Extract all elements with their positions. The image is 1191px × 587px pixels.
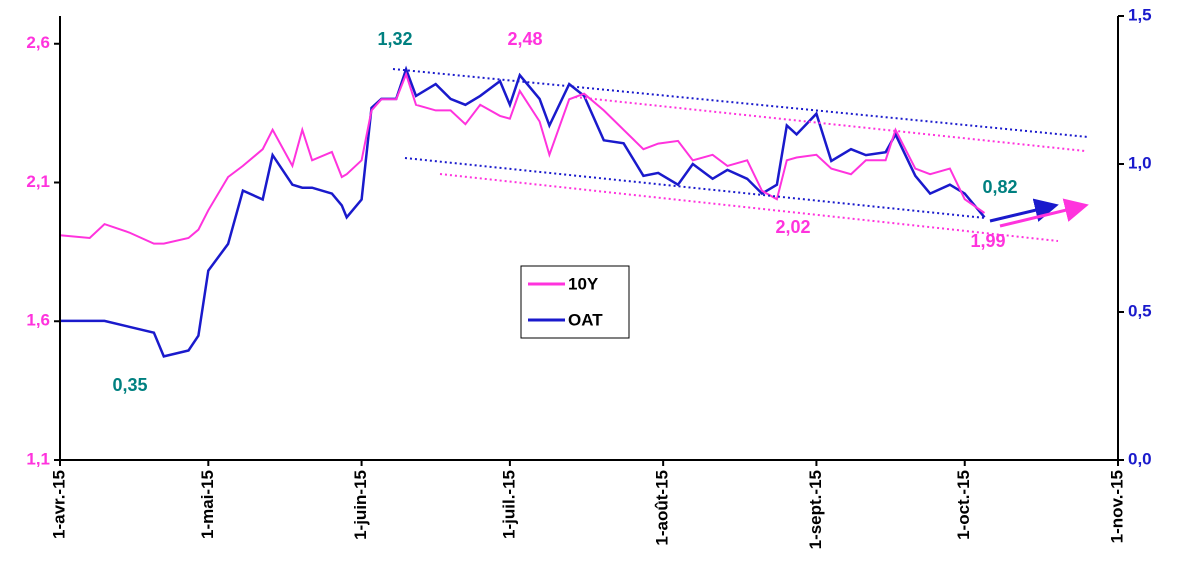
y2-tick-label: 0,0 (1128, 449, 1152, 468)
x-tick-label: 1-avr.-15 (49, 470, 68, 539)
legend-label: OAT (568, 310, 603, 329)
arrow (989, 198, 1059, 223)
x-tick-label: 1-sept.-15 (806, 470, 825, 549)
y-tick-label: 1,1 (26, 449, 50, 468)
x-tick-label: 1-oct.-15 (954, 470, 973, 540)
y2-tick-label: 0,5 (1128, 301, 1152, 320)
line-series (59, 71, 986, 245)
trend-lines (392, 68, 1089, 242)
legend: 10Y OAT (520, 265, 630, 339)
arrow (999, 198, 1089, 228)
annotation: 1,99 (970, 231, 1005, 251)
y-tick-label: 1,6 (26, 311, 50, 330)
y-tick-label: 2,1 (26, 172, 50, 191)
annotation: 2,48 (507, 29, 542, 49)
y2-tick-label: 1,5 (1128, 5, 1152, 24)
axes: 1,1 1,6 2,1 2,6 0,0 0,5 1,0 1,5 1-avr.-15 1-mai-1… (26, 5, 1151, 549)
x-tick-label: 1-août-15 (653, 470, 672, 546)
line-series (60, 65, 986, 358)
x-tick-label: 1-mai-15 (198, 470, 217, 539)
x-tick-label: 1-juin-15 (351, 470, 370, 540)
annotation: 1,32 (377, 29, 412, 49)
x-tick-label: 1-juil.-15 (499, 470, 518, 539)
annotation: 2,02 (775, 217, 810, 237)
y2-tick-label: 1,0 (1128, 153, 1152, 172)
annotation: 0,35 (112, 375, 147, 395)
x-tick-label: 1-nov.-15 (1107, 470, 1126, 543)
annotation: 0,82 (982, 177, 1017, 197)
y-tick-label: 2,6 (26, 33, 50, 52)
legend-label: 10Y (568, 274, 599, 293)
